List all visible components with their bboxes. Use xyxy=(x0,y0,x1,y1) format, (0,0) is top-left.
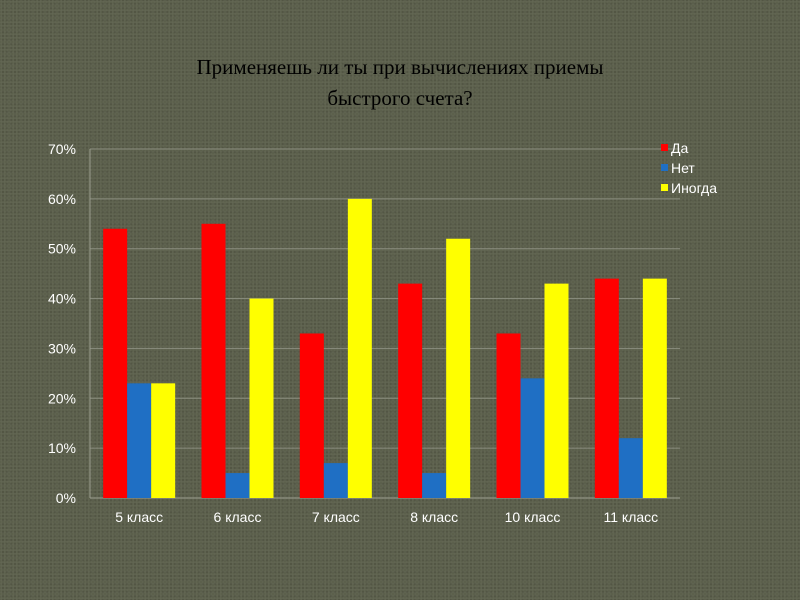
bar-2-6 xyxy=(618,438,643,498)
x-tick-label: 7 класс xyxy=(312,509,360,525)
bar-1-4 xyxy=(398,283,423,498)
bar-3-1 xyxy=(151,383,176,498)
y-tick-label: 30% xyxy=(48,340,76,356)
legend-label: Иногда xyxy=(671,180,717,196)
bar-3-4 xyxy=(446,238,471,498)
x-tick-label: 8 класс xyxy=(410,509,458,525)
bar-3-3 xyxy=(347,198,372,498)
bar-3-6 xyxy=(642,278,667,498)
bar-3-2 xyxy=(249,298,274,498)
bar-1-6 xyxy=(594,278,619,498)
chart-title: Применяешь ли ты при вычислениях приемы … xyxy=(100,52,700,114)
bar-1-2 xyxy=(201,223,226,499)
x-tick-label: 5 класс xyxy=(115,509,163,525)
x-tick-label: 10 класс xyxy=(505,509,561,525)
legend-swatch xyxy=(661,164,668,171)
legend-swatch xyxy=(661,144,668,151)
legend-swatch xyxy=(661,184,668,191)
legend-label: Нет xyxy=(671,160,695,176)
bar-2-4 xyxy=(422,473,447,498)
chart-title-line-1: Применяешь ли ты при вычислениях приемы xyxy=(196,55,604,79)
y-tick-label: 70% xyxy=(48,141,76,157)
bar-1-1 xyxy=(103,228,128,498)
y-tick-label: 20% xyxy=(48,390,76,406)
bar-2-5 xyxy=(520,378,545,498)
bar-3-5 xyxy=(544,283,569,498)
legend-label: Да xyxy=(671,140,688,156)
x-tick-label: 11 класс xyxy=(603,509,658,525)
bar-2-3 xyxy=(323,463,348,498)
bar-1-3 xyxy=(299,333,324,498)
y-tick-label: 40% xyxy=(48,291,76,307)
bar-2-1 xyxy=(127,383,152,498)
bar-2-2 xyxy=(225,473,250,498)
y-tick-label: 0% xyxy=(56,490,76,506)
bar-1-5 xyxy=(496,333,521,498)
y-tick-label: 50% xyxy=(48,241,76,257)
x-tick-label: 6 класс xyxy=(214,509,262,525)
y-tick-label: 60% xyxy=(48,191,76,207)
chart-title-line-2: быстрого счета? xyxy=(327,86,473,110)
y-tick-label: 10% xyxy=(48,440,76,456)
